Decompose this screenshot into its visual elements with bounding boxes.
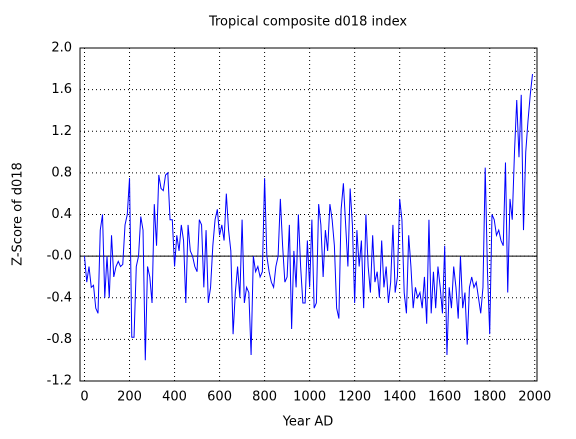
x-tick-label: 200	[117, 390, 142, 405]
x-tick-label: 1400	[383, 390, 416, 405]
x-tick-label: 1800	[473, 390, 506, 405]
x-tick-label: 1600	[428, 390, 461, 405]
data-line	[84, 73, 533, 361]
chart-title: Tropical composite d018 index	[208, 15, 407, 30]
x-tick-label: 800	[252, 390, 277, 405]
y-tick-label: -1.2	[47, 374, 72, 389]
y-tick-label: -0.4	[47, 290, 72, 305]
x-tick-label: 400	[162, 390, 187, 405]
x-tick-label: 0	[80, 390, 88, 405]
y-tick-label: -0.0	[47, 249, 72, 264]
x-axis-label: Year AD	[282, 415, 334, 430]
y-tick-label: 0.8	[51, 165, 72, 180]
x-tick-label: 1000	[293, 390, 326, 405]
plot-frame	[79, 47, 538, 382]
y-tick-label: 1.2	[51, 124, 72, 139]
y-axis-label: Z-Score of d018	[11, 162, 26, 266]
y-tick-label: -0.8	[47, 332, 72, 347]
x-tick-label: 1200	[338, 390, 371, 405]
x-tick-label: 600	[207, 390, 232, 405]
y-tick-label: 2.0	[51, 41, 72, 56]
y-tick-label: 0.4	[51, 207, 72, 222]
x-tick-label: 2000	[518, 390, 551, 405]
y-tick-label: 1.6	[51, 82, 72, 97]
